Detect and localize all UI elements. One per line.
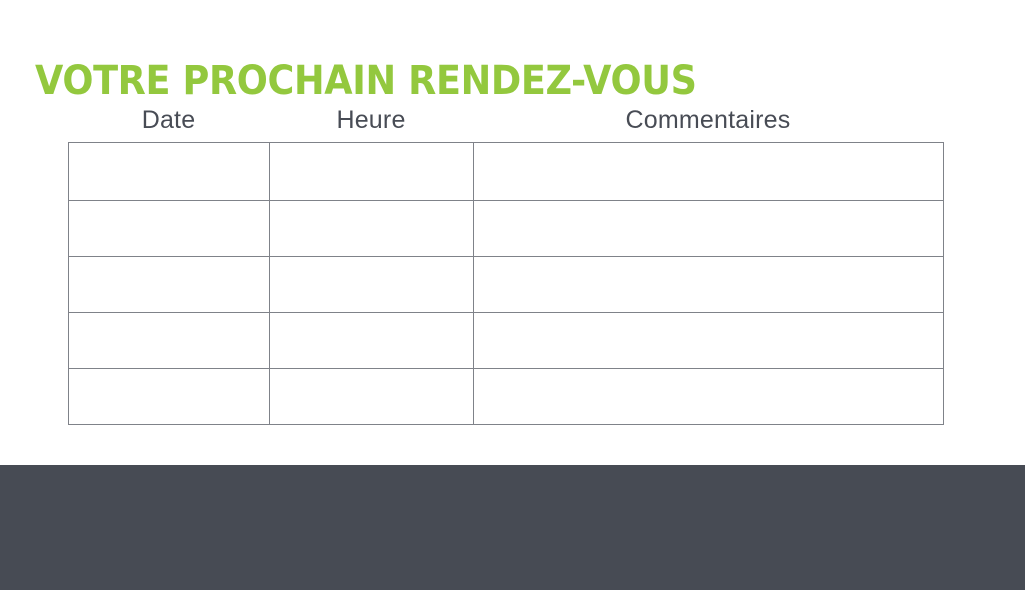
cell-date[interactable] — [68, 142, 270, 201]
table-row — [68, 142, 944, 201]
cell-date[interactable] — [68, 368, 270, 425]
cell-commentaires[interactable] — [473, 312, 944, 369]
appointment-table-block: Date Heure Commentaires — [68, 98, 944, 425]
appointment-table-body — [68, 142, 944, 425]
cell-date[interactable] — [68, 312, 270, 369]
cell-commentaires[interactable] — [473, 200, 944, 257]
table-column-headers: Date Heure Commentaires — [68, 98, 943, 142]
cell-date[interactable] — [68, 256, 270, 313]
column-header-heure: Heure — [336, 106, 406, 134]
page-title: VOTRE PROCHAIN RENDEZ-VOUS — [35, 57, 697, 104]
column-header-date: Date — [141, 106, 196, 134]
appointment-table — [68, 142, 944, 425]
table-row — [68, 368, 944, 425]
cell-heure[interactable] — [269, 312, 474, 369]
cell-commentaires[interactable] — [473, 368, 944, 425]
cell-date[interactable] — [68, 200, 270, 257]
cell-commentaires[interactable] — [473, 142, 944, 201]
table-row — [68, 256, 944, 313]
cell-heure[interactable] — [269, 368, 474, 425]
table-row — [68, 312, 944, 369]
footer-band — [0, 465, 1025, 590]
cell-heure[interactable] — [269, 200, 474, 257]
table-row — [68, 200, 944, 257]
column-header-commentaires: Commentaires — [625, 106, 791, 134]
cell-heure[interactable] — [269, 256, 474, 313]
cell-commentaires[interactable] — [473, 256, 944, 313]
cell-heure[interactable] — [269, 142, 474, 201]
